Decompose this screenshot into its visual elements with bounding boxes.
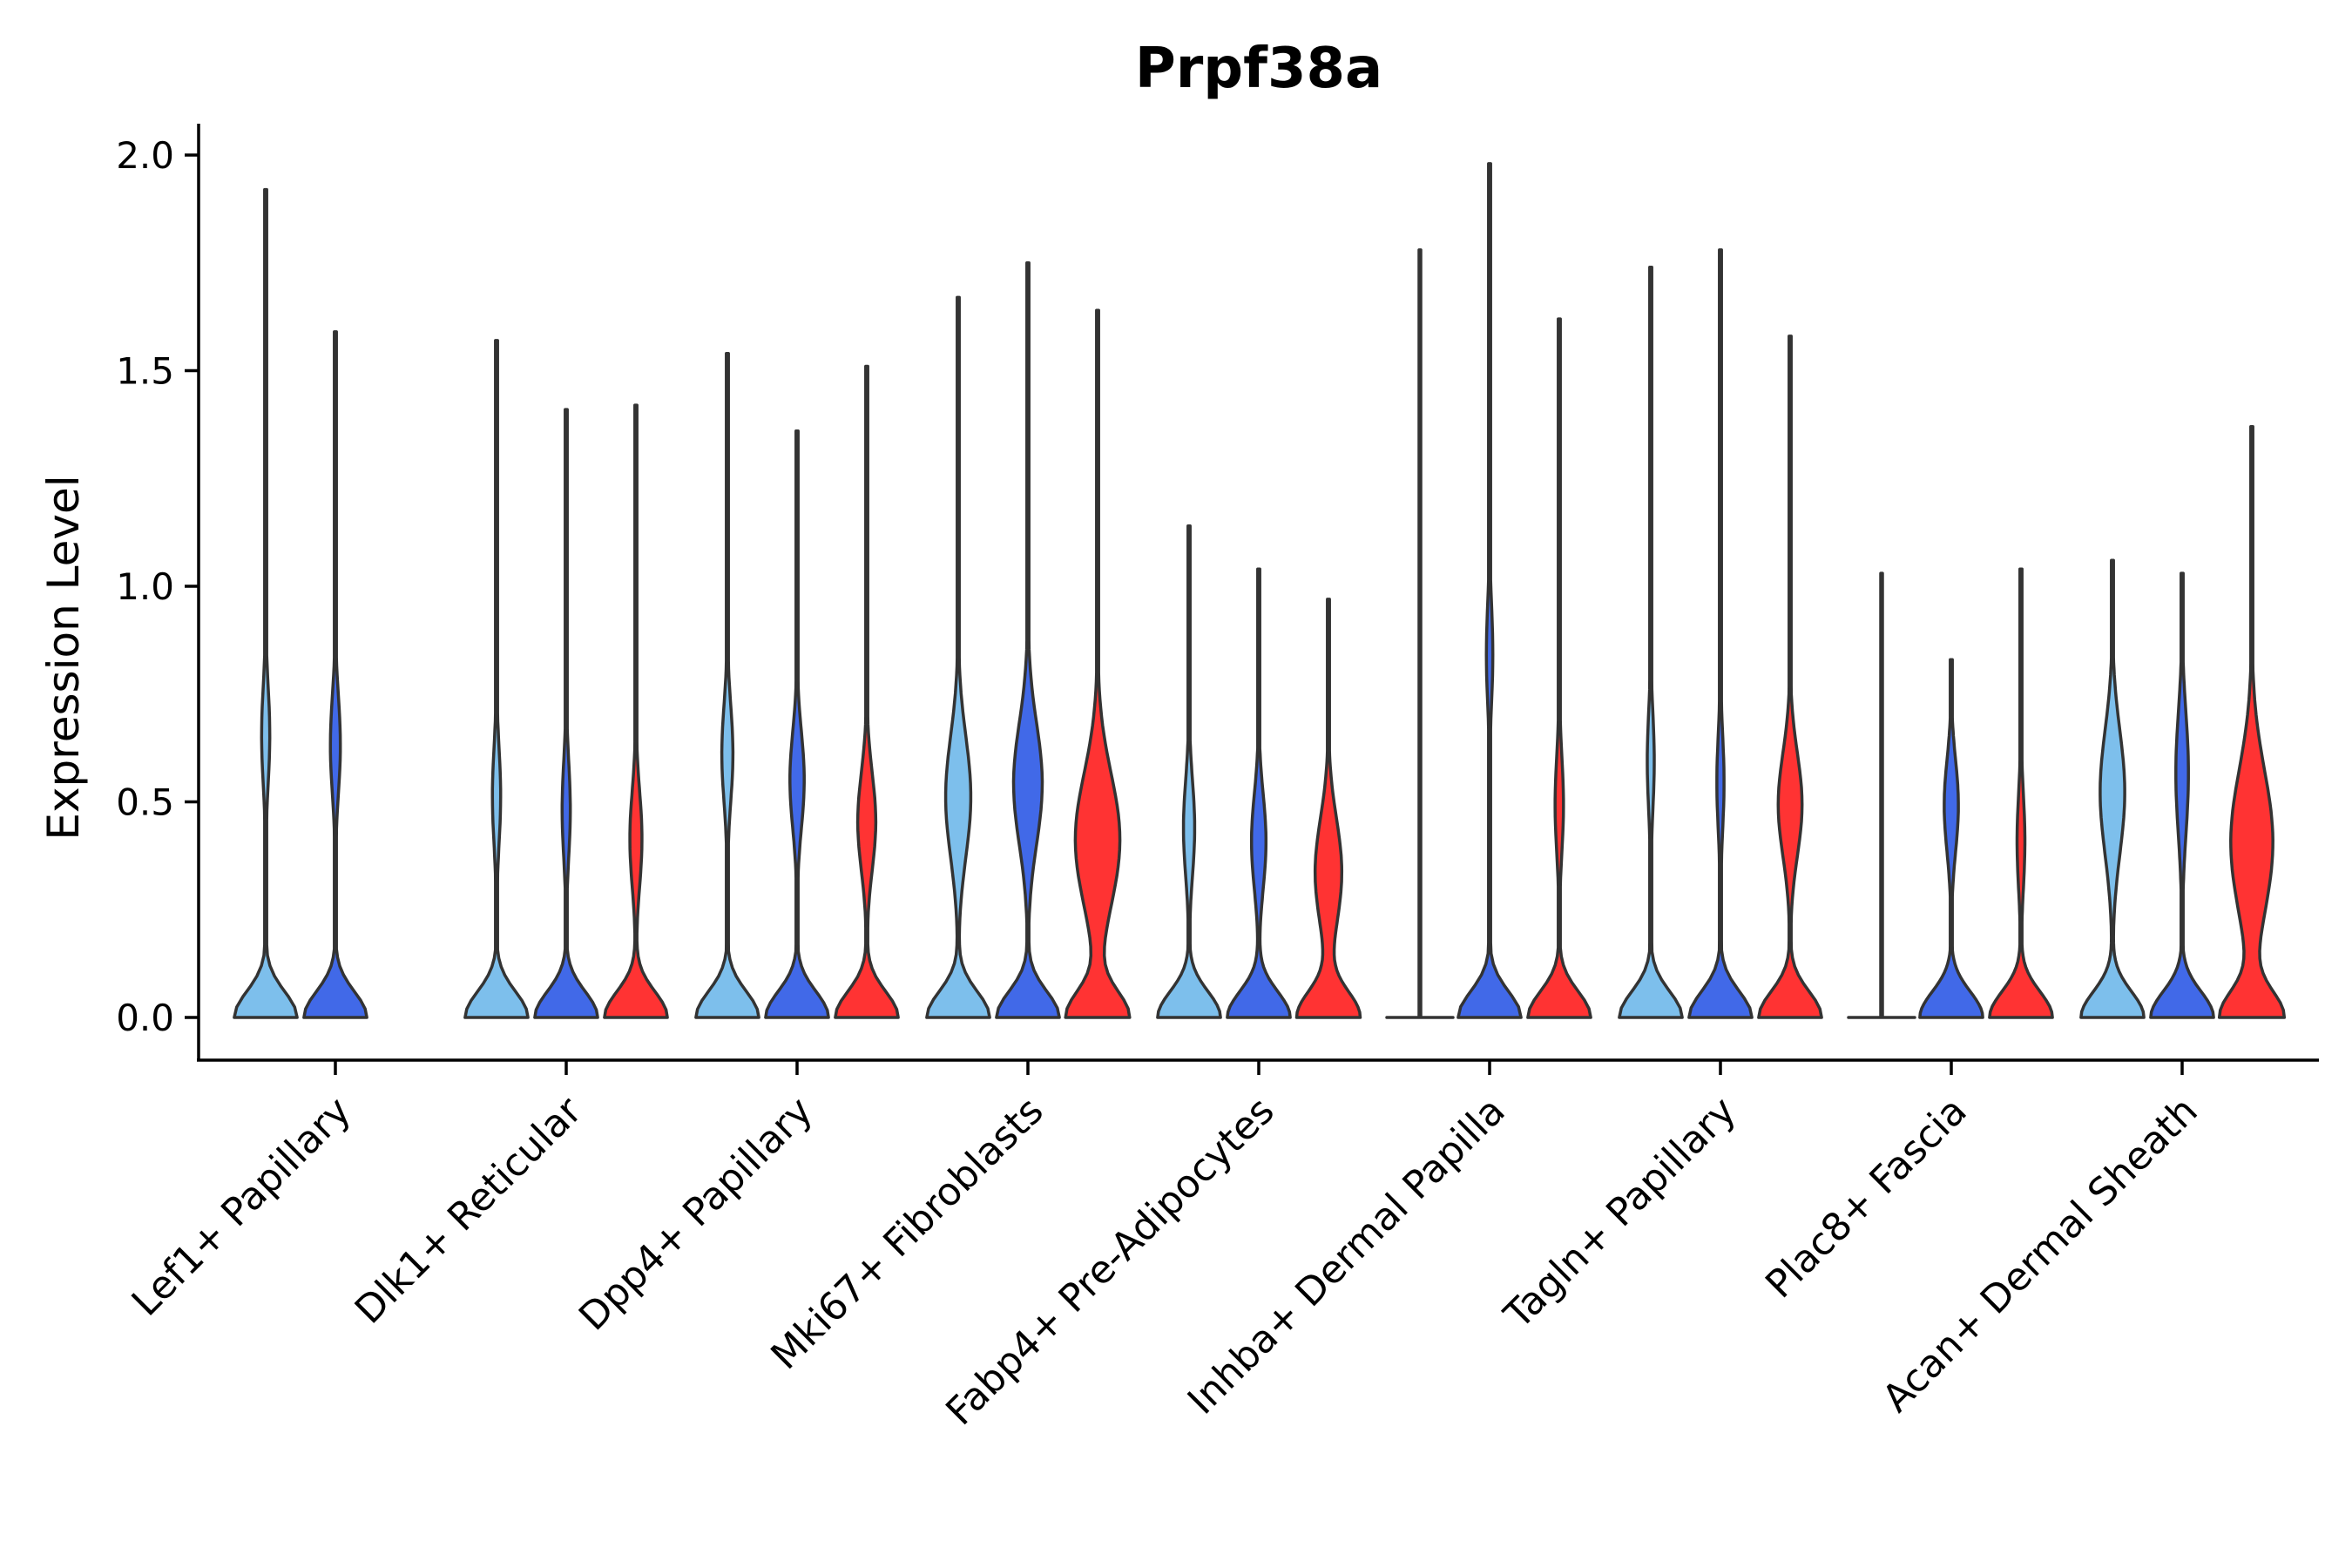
violin-5-series-1 [1156, 524, 1222, 1019]
violin-group [233, 162, 2287, 1019]
violin-1-series-2 [302, 330, 368, 1019]
violin-8-series-1 [1847, 571, 1916, 1019]
violin-4-series-1 [925, 295, 991, 1019]
violin-4-series-3 [1064, 308, 1132, 1019]
violin-1-series-1 [233, 187, 299, 1019]
violin-2-series-2 [533, 408, 599, 1019]
violin-5-series-3 [1294, 598, 1362, 1019]
violin-2-series-3 [603, 403, 669, 1019]
y-tick-label: 0.0 [116, 997, 174, 1039]
violin-2-series-1 [463, 339, 530, 1019]
violin-7-series-3 [1757, 335, 1823, 1019]
x-tick-label: Plac8+ Fascia [1757, 1089, 1976, 1308]
y-axis-label: Expression Level [38, 475, 89, 840]
violin-4-series-2 [995, 261, 1061, 1019]
y-tick-label: 0.5 [116, 781, 174, 824]
x-tick-label: Lef1+ Papillary [124, 1089, 360, 1325]
violin-3-series-3 [834, 364, 900, 1019]
x-tick-label: Dlk1+ Reticular [347, 1088, 591, 1333]
y-tick-label: 2.0 [116, 134, 174, 177]
violin-6-series-3 [1526, 317, 1592, 1019]
violin-8-series-2 [1918, 658, 1984, 1019]
violin-7-series-2 [1687, 248, 1754, 1019]
violin-5-series-2 [1226, 567, 1292, 1019]
violin-3-series-2 [764, 429, 830, 1019]
violin-3-series-1 [694, 351, 760, 1019]
y-ticks: 0.0 0.5 1.0 1.5 2.0 [116, 134, 199, 1039]
chart-title: Prpf38a [1135, 37, 1382, 101]
x-tick-label: Dpp4+ Papillary [571, 1089, 821, 1340]
violin-7-series-1 [1618, 265, 1684, 1019]
violin-6-series-2 [1456, 162, 1523, 1019]
x-tick-label: Tagln+ Papillary [1496, 1089, 1745, 1338]
violin-6-series-1 [1385, 248, 1455, 1019]
violin-9-series-2 [2149, 571, 2215, 1019]
violin-9-series-1 [2079, 558, 2146, 1019]
y-tick-label: 1.5 [116, 350, 174, 393]
violin-8-series-3 [1988, 567, 2054, 1019]
y-tick-label: 1.0 [116, 565, 174, 608]
violin-9-series-3 [2217, 425, 2287, 1019]
